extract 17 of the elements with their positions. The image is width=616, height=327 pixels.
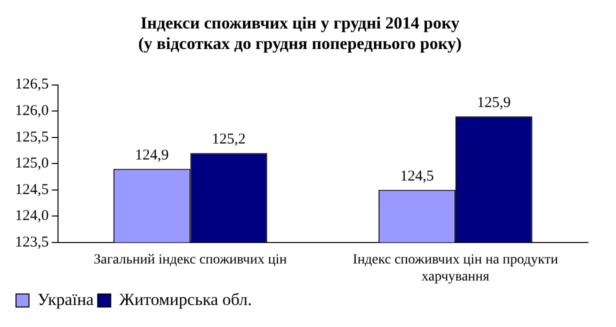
legend-label: Україна <box>38 290 94 309</box>
text: (у відсотках до грудня попереднього року) <box>138 34 462 53</box>
data-label: 125,2 <box>212 132 246 148</box>
y-tick-label: 126,5 <box>15 76 49 93</box>
y-tick-label: 125,0 <box>15 156 49 172</box>
y-tick-label: 124,0 <box>15 208 49 224</box>
data-label: 124,9 <box>134 147 169 164</box>
x-tick-label: Загальний індекс споживчих цін <box>94 252 288 268</box>
x-tick-label: Індекс споживчих цін на продукти харчування <box>352 252 559 284</box>
y-tick-label: 123,5 <box>15 234 49 250</box>
text: Індекси споживчих цін у грудні 2014 року <box>140 14 460 33</box>
y-tick-label: 126,0 <box>15 103 49 120</box>
data-label: 124,5 <box>400 168 434 184</box>
legend-label: Житомирська обл. <box>119 290 252 309</box>
y-tick-label: 124,5 <box>15 182 49 198</box>
data-label: 125,9 <box>477 94 511 111</box>
y-tick-label: 125,5 <box>15 129 49 146</box>
